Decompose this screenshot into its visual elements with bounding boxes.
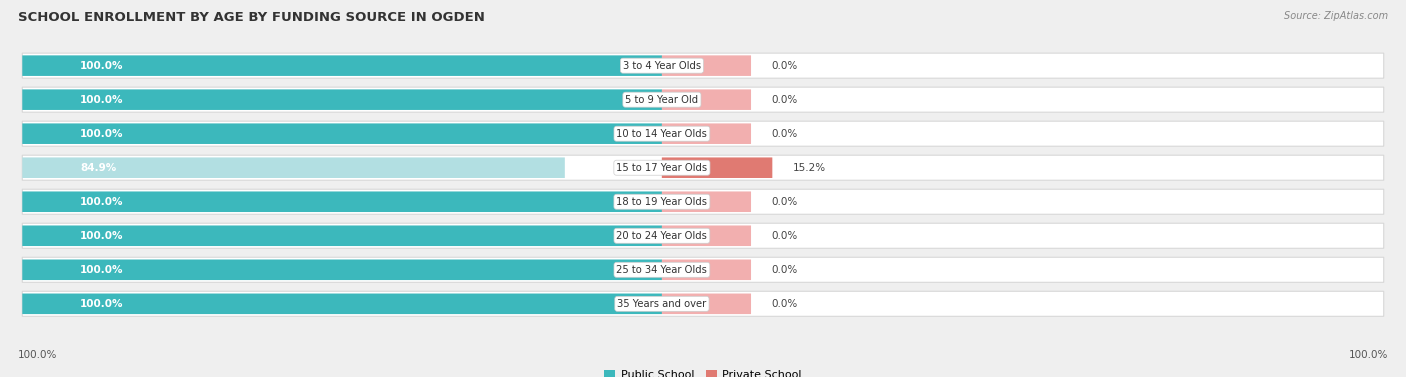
- FancyBboxPatch shape: [22, 223, 1384, 248]
- Text: 5 to 9 Year Old: 5 to 9 Year Old: [626, 95, 699, 105]
- FancyBboxPatch shape: [662, 55, 751, 76]
- Text: 0.0%: 0.0%: [772, 197, 797, 207]
- FancyBboxPatch shape: [22, 123, 662, 144]
- Text: 35 Years and over: 35 Years and over: [617, 299, 707, 309]
- Legend: Public School, Private School: Public School, Private School: [605, 369, 801, 377]
- Text: 3 to 4 Year Olds: 3 to 4 Year Olds: [623, 61, 702, 70]
- FancyBboxPatch shape: [22, 189, 1384, 214]
- Text: 100.0%: 100.0%: [18, 350, 58, 360]
- Text: 18 to 19 Year Olds: 18 to 19 Year Olds: [616, 197, 707, 207]
- FancyBboxPatch shape: [662, 158, 772, 178]
- FancyBboxPatch shape: [22, 53, 1384, 78]
- Text: 100.0%: 100.0%: [80, 197, 124, 207]
- FancyBboxPatch shape: [22, 257, 1384, 282]
- FancyBboxPatch shape: [22, 55, 662, 76]
- FancyBboxPatch shape: [662, 225, 751, 246]
- Text: 25 to 34 Year Olds: 25 to 34 Year Olds: [616, 265, 707, 275]
- FancyBboxPatch shape: [22, 259, 662, 280]
- Text: 15.2%: 15.2%: [793, 163, 825, 173]
- Text: Source: ZipAtlas.com: Source: ZipAtlas.com: [1284, 11, 1388, 21]
- FancyBboxPatch shape: [662, 123, 751, 144]
- FancyBboxPatch shape: [662, 294, 751, 314]
- Text: 100.0%: 100.0%: [80, 231, 124, 241]
- Text: 84.9%: 84.9%: [80, 163, 117, 173]
- FancyBboxPatch shape: [22, 121, 1384, 146]
- FancyBboxPatch shape: [22, 294, 662, 314]
- FancyBboxPatch shape: [22, 87, 1384, 112]
- FancyBboxPatch shape: [22, 158, 565, 178]
- Text: 100.0%: 100.0%: [80, 129, 124, 139]
- Text: 100.0%: 100.0%: [80, 95, 124, 105]
- FancyBboxPatch shape: [22, 291, 1384, 316]
- Text: 0.0%: 0.0%: [772, 61, 797, 70]
- Text: 100.0%: 100.0%: [1348, 350, 1388, 360]
- Text: 0.0%: 0.0%: [772, 95, 797, 105]
- FancyBboxPatch shape: [662, 259, 751, 280]
- FancyBboxPatch shape: [662, 192, 751, 212]
- FancyBboxPatch shape: [22, 192, 662, 212]
- Text: SCHOOL ENROLLMENT BY AGE BY FUNDING SOURCE IN OGDEN: SCHOOL ENROLLMENT BY AGE BY FUNDING SOUR…: [18, 11, 485, 24]
- Text: 20 to 24 Year Olds: 20 to 24 Year Olds: [616, 231, 707, 241]
- Text: 100.0%: 100.0%: [80, 265, 124, 275]
- FancyBboxPatch shape: [662, 89, 751, 110]
- Text: 100.0%: 100.0%: [80, 299, 124, 309]
- Text: 0.0%: 0.0%: [772, 299, 797, 309]
- Text: 0.0%: 0.0%: [772, 265, 797, 275]
- FancyBboxPatch shape: [22, 155, 1384, 180]
- Text: 15 to 17 Year Olds: 15 to 17 Year Olds: [616, 163, 707, 173]
- Text: 0.0%: 0.0%: [772, 129, 797, 139]
- Text: 100.0%: 100.0%: [80, 61, 124, 70]
- FancyBboxPatch shape: [22, 89, 662, 110]
- FancyBboxPatch shape: [22, 225, 662, 246]
- Text: 0.0%: 0.0%: [772, 231, 797, 241]
- Text: 10 to 14 Year Olds: 10 to 14 Year Olds: [616, 129, 707, 139]
